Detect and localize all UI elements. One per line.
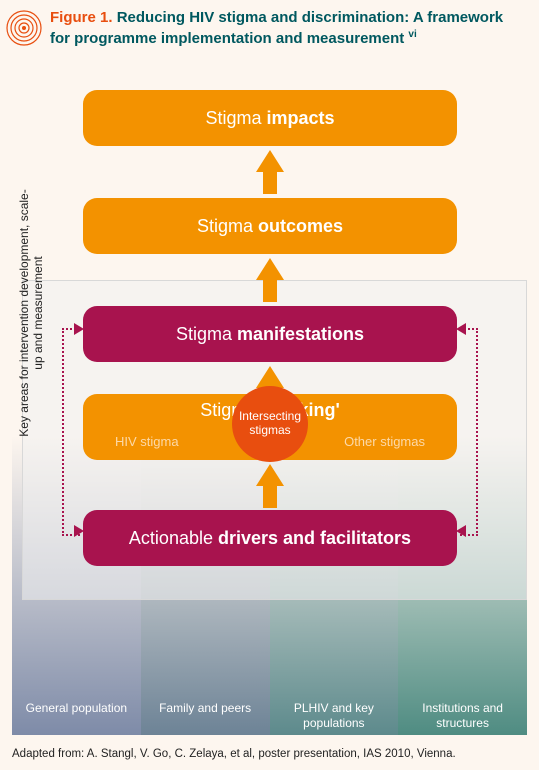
arrow2-stem <box>263 278 277 302</box>
arrow3 <box>256 366 284 388</box>
target-icon <box>6 10 42 46</box>
impacts-light: Stigma <box>205 108 266 128</box>
box-drivers: Actionable drivers and facilitators <box>83 510 457 566</box>
column-labels: General population Family and peers PLHI… <box>12 701 527 730</box>
marking-right: Other stigmas <box>344 434 425 449</box>
col-label-3: PLHIV and key populations <box>270 701 399 730</box>
col-label-4: Institutions and structures <box>398 701 527 730</box>
impacts-bold: impacts <box>267 108 335 128</box>
manifest-light: Stigma <box>176 324 237 344</box>
box-outcomes: Stigma outcomes <box>83 198 457 254</box>
figure-label: Figure 1. <box>50 9 113 26</box>
outcomes-bold: outcomes <box>258 216 343 236</box>
figure-title: Figure 1. Reducing HIV stigma and discri… <box>50 8 503 48</box>
drivers-light: Actionable <box>129 528 218 548</box>
col-label-2: Family and peers <box>141 701 270 730</box>
arrow1 <box>256 150 284 172</box>
arrow1-stem <box>263 170 277 194</box>
marking-left: HIV stigma <box>115 434 179 449</box>
box-manifestations: Stigma manifestations <box>83 306 457 362</box>
box-impacts: Stigma impacts <box>83 90 457 146</box>
figure-header: Figure 1. Reducing HIV stigma and discri… <box>0 0 539 52</box>
intersect-label: Intersecting stigmas <box>232 410 308 438</box>
title-superscript: vi <box>408 29 416 40</box>
manifest-bold: manifestations <box>237 324 364 344</box>
title-line2: for programme implementation and measure… <box>50 30 404 47</box>
citation: Adapted from: A. Stangl, V. Go, C. Zelay… <box>12 748 456 760</box>
col-label-1: General population <box>12 701 141 730</box>
diagram: Stigma impacts Stigma outcomes Stigma ma… <box>0 70 539 735</box>
title-line1: Reducing HIV stigma and discrimination: … <box>117 9 503 26</box>
outcomes-light: Stigma <box>197 216 258 236</box>
arrow4 <box>256 464 284 486</box>
arrow2 <box>256 258 284 280</box>
drivers-bold: drivers and facilitators <box>218 528 411 548</box>
intersecting-circle: Intersecting stigmas <box>232 386 308 462</box>
arrow4-stem <box>263 484 277 508</box>
